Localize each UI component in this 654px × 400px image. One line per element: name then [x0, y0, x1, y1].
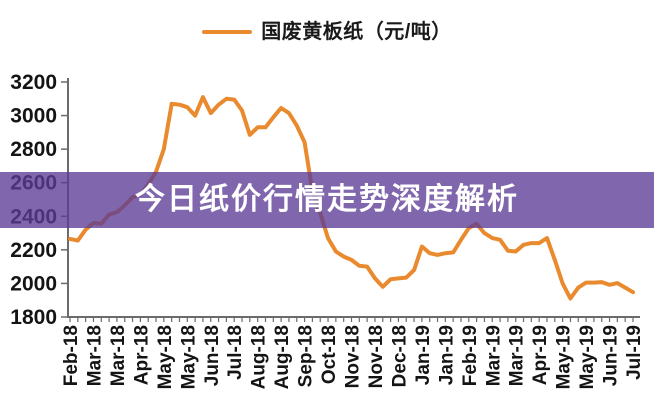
banner-title: 今日纸价行情走势深度解析: [135, 183, 519, 216]
x-tick-label: Jan-19: [413, 325, 434, 385]
x-tick-label: Mar-19: [507, 325, 528, 386]
y-tick-label: 2800: [10, 138, 57, 161]
x-tick-label: Feb-18: [61, 325, 82, 386]
x-tick-label: Sep-18: [296, 325, 317, 387]
x-tick-label: May-19: [554, 325, 575, 389]
x-tick-label: Feb-19: [460, 325, 481, 386]
x-tick-label: Nov-18: [343, 325, 364, 388]
x-tick-label: Nov-18: [366, 325, 387, 388]
x-tick-label: May-19: [577, 325, 598, 389]
x-tick-label: May-18: [178, 325, 199, 389]
x-tick-label: Apr-18: [131, 325, 152, 385]
x-tick-label: Jun-19: [601, 325, 622, 386]
x-tick-label: Jul-19: [624, 325, 645, 380]
price-series-line: [68, 95, 635, 301]
title-banner: 今日纸价行情走势深度解析: [0, 172, 654, 228]
y-tick-label: 2000: [10, 272, 57, 295]
x-tick-label: Mar-18: [84, 325, 105, 386]
x-tick-label: May-18: [155, 325, 176, 389]
y-tick-label: 3000: [10, 105, 57, 128]
x-tick-label: Jun-18: [202, 325, 223, 386]
x-tick-label: Mar-19: [483, 325, 504, 386]
x-tick-label: Apr-19: [530, 325, 551, 385]
y-tick-label: 3200: [10, 71, 57, 94]
x-tick-label: Dec-18: [389, 325, 410, 387]
x-tick-label: Oct-18: [319, 325, 340, 384]
x-tick-label: Jan-19: [436, 325, 457, 385]
x-tick-label: Aug-18: [272, 325, 293, 389]
x-tick-label: Mar-18: [108, 325, 129, 386]
y-tick-label: 2200: [10, 239, 57, 262]
y-tick-label: 1800: [10, 306, 57, 329]
x-tick-label: Aug-18: [249, 325, 270, 389]
x-tick-label: Jul-18: [225, 325, 246, 380]
